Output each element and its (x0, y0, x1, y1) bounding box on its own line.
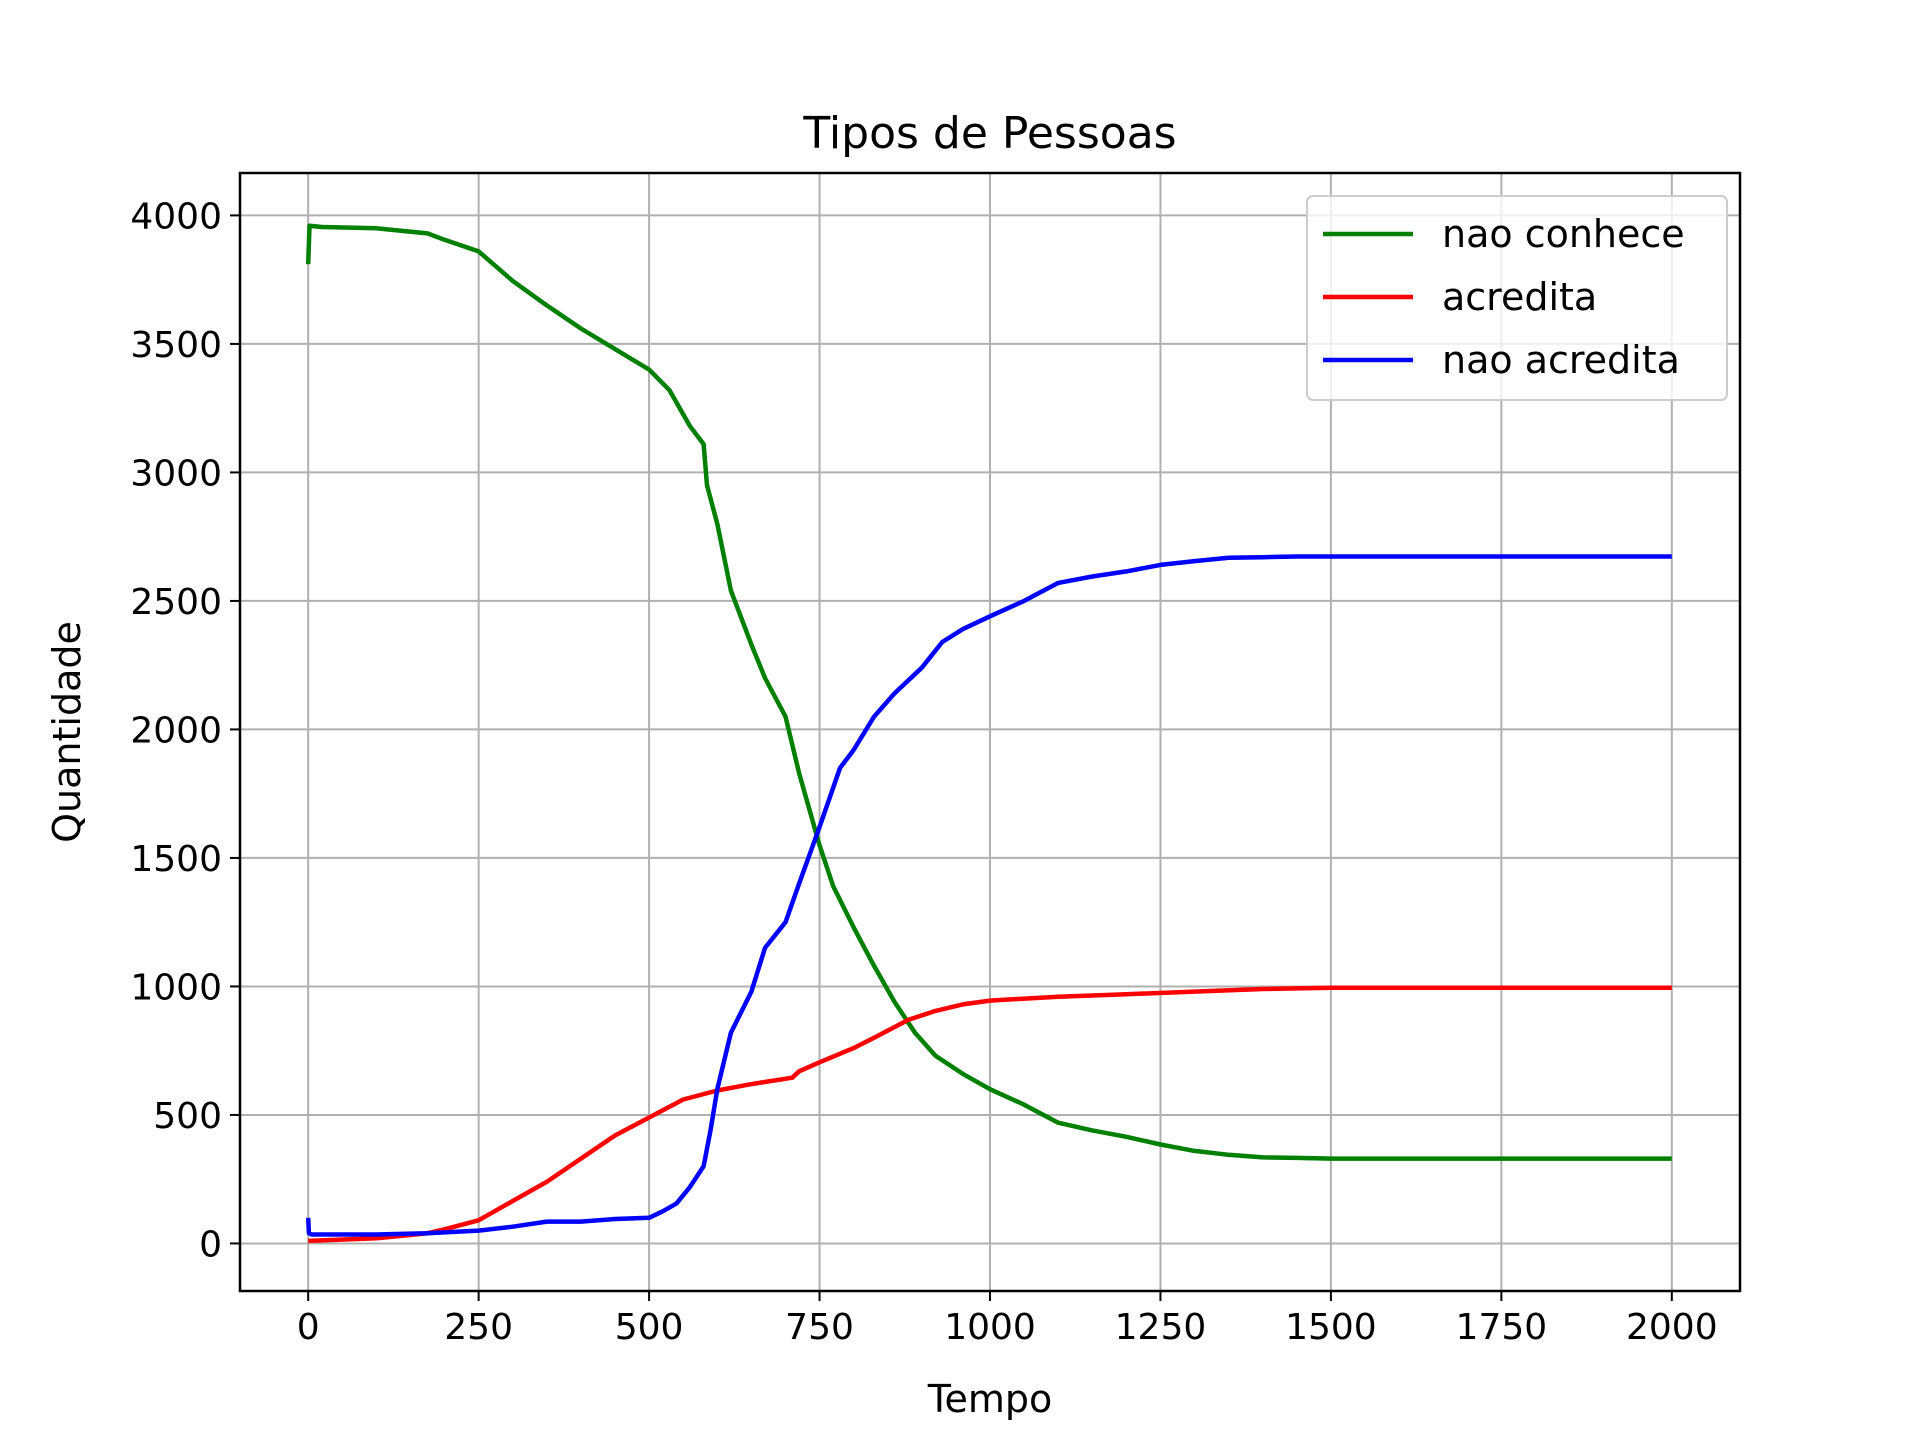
series-layer (305, 223, 1672, 1244)
x-tick-label: 1250 (1115, 1307, 1207, 1348)
series-line-2 (308, 985, 1672, 1244)
y-axis-label: Quantidade (45, 621, 89, 843)
x-tick-label: 1750 (1456, 1307, 1548, 1348)
y-tick-label: 3500 (130, 325, 222, 366)
x-tick-label: 2000 (1626, 1307, 1718, 1348)
legend-box (1306, 195, 1728, 401)
y-tick-label: 4000 (130, 196, 222, 237)
y-tick-label: 1500 (130, 839, 222, 880)
legend-label: nao acredita (1442, 338, 1680, 382)
series-line-1 (305, 223, 1672, 1161)
x-tick-label: 750 (785, 1307, 854, 1348)
y-tick-label: 0 (199, 1224, 222, 1265)
x-tick-label: 500 (615, 1307, 684, 1348)
x-axis-label: Tempo (927, 1377, 1053, 1421)
x-tick-label: 0 (297, 1307, 320, 1348)
chart-title: Tipos de Pessoas (802, 108, 1176, 159)
legend-label: acredita (1442, 275, 1597, 319)
legend: nao conhece acredita nao acredita (1306, 195, 1728, 401)
y-tick-label: 2500 (130, 582, 222, 623)
ticks-layer: 0 250 500 750 1000 1250 1500 1750 2000 0 500 1000 15… (130, 196, 1717, 1348)
legend-label: nao conhece (1442, 212, 1685, 256)
x-tick-label: 250 (444, 1307, 513, 1348)
x-tick-label: 1500 (1285, 1307, 1377, 1348)
x-tick-label: 1000 (944, 1307, 1036, 1348)
series-line-3 (305, 554, 1672, 1237)
y-tick-label: 3000 (130, 453, 222, 494)
y-tick-label: 500 (153, 1096, 222, 1137)
y-tick-label: 1000 (130, 967, 222, 1008)
y-tick-label: 2000 (130, 710, 222, 751)
